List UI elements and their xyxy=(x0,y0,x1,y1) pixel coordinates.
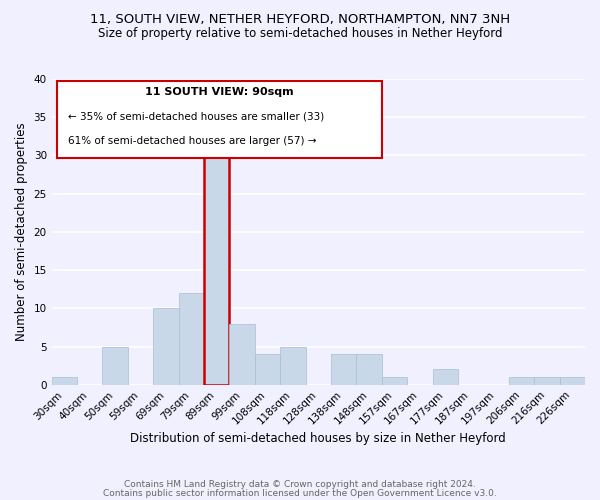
Bar xyxy=(534,377,560,384)
Text: ← 35% of semi-detached houses are smaller (33): ← 35% of semi-detached houses are smalle… xyxy=(68,111,324,121)
Text: 61% of semi-detached houses are larger (57) →: 61% of semi-detached houses are larger (… xyxy=(68,136,316,145)
Bar xyxy=(331,354,356,384)
Bar xyxy=(52,377,77,384)
Bar xyxy=(255,354,280,384)
Y-axis label: Number of semi-detached properties: Number of semi-detached properties xyxy=(15,122,28,341)
Bar xyxy=(509,377,534,384)
Bar xyxy=(433,370,458,384)
X-axis label: Distribution of semi-detached houses by size in Nether Heyford: Distribution of semi-detached houses by … xyxy=(130,432,506,445)
Bar xyxy=(280,346,305,385)
Text: Size of property relative to semi-detached houses in Nether Heyford: Size of property relative to semi-detach… xyxy=(98,28,502,40)
Bar xyxy=(153,308,179,384)
Bar xyxy=(356,354,382,384)
Bar xyxy=(179,293,204,384)
Text: Contains HM Land Registry data © Crown copyright and database right 2024.: Contains HM Land Registry data © Crown c… xyxy=(124,480,476,489)
Bar xyxy=(229,324,255,384)
Text: Contains public sector information licensed under the Open Government Licence v3: Contains public sector information licen… xyxy=(103,488,497,498)
Bar xyxy=(204,148,229,384)
Bar xyxy=(382,377,407,384)
Bar xyxy=(560,377,585,384)
Text: 11, SOUTH VIEW, NETHER HEYFORD, NORTHAMPTON, NN7 3NH: 11, SOUTH VIEW, NETHER HEYFORD, NORTHAMP… xyxy=(90,12,510,26)
Bar xyxy=(103,346,128,385)
FancyBboxPatch shape xyxy=(57,80,382,158)
Text: 11 SOUTH VIEW: 90sqm: 11 SOUTH VIEW: 90sqm xyxy=(145,86,294,97)
